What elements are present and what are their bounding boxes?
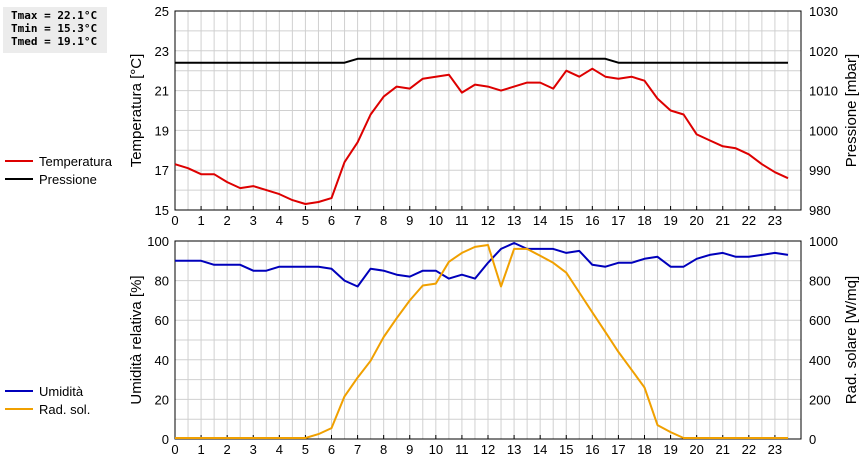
y-right-tick-label: 1030 [809, 4, 838, 19]
x-tick-label: 22 [742, 213, 756, 228]
x-tick-label: 5 [302, 442, 309, 457]
x-tick-label: 23 [768, 213, 782, 228]
y-left-tick-label: 0 [162, 432, 169, 447]
x-tick-label: 12 [481, 442, 495, 457]
x-tick-label: 1 [197, 213, 204, 228]
legend-bottom: Umidità Rad. sol. [5, 384, 90, 417]
y-left-tick-label: 21 [155, 84, 169, 99]
series-line-humidity [175, 242, 789, 288]
y-right-tick-label: 400 [809, 353, 831, 368]
x-tick-label: 3 [250, 442, 257, 457]
x-tick-label: 0 [171, 213, 178, 228]
legend-temperature-label: Temperatura [39, 154, 113, 169]
legend-humidity-label: Umidità [39, 384, 84, 399]
y-left-tick-label: 17 [155, 163, 169, 178]
x-tick-label: 10 [429, 442, 443, 457]
y-right-tick-label: 600 [809, 313, 831, 328]
y-left-tick-label: 25 [155, 4, 169, 19]
plot-frame [174, 240, 802, 440]
x-tick-label: 2 [224, 442, 231, 457]
y-right-tick-label: 1020 [809, 44, 838, 59]
legend-pressure-label: Pressione [39, 172, 97, 187]
x-tick-label: 10 [429, 213, 443, 228]
legend-radiation-label: Rad. sol. [39, 402, 90, 417]
y-right-tick-label: 980 [809, 203, 831, 218]
y-left-tick-label: 20 [155, 392, 169, 407]
legend-top: Temperatura Pressione [5, 154, 113, 187]
x-tick-label: 9 [406, 442, 413, 457]
series-line-temperature [174, 67, 789, 205]
x-tick-label: 3 [250, 213, 257, 228]
x-tick-label: 11 [455, 442, 469, 457]
y-left-tick-label: 19 [155, 123, 169, 138]
x-tick-label: 13 [507, 442, 521, 457]
x-tick-label: 15 [559, 213, 573, 228]
x-tick-label: 16 [585, 213, 599, 228]
y-right-tick-label: 1000 [809, 123, 838, 138]
x-tick-label: 8 [380, 213, 387, 228]
y-right-axis-label: Rad. solare [W/mq] [843, 276, 860, 404]
x-tick-label: 7 [354, 442, 361, 457]
x-tick-label: 22 [742, 442, 756, 457]
x-tick-label: 21 [716, 213, 730, 228]
y-left-tick-label: 100 [147, 234, 169, 249]
y-left-tick-label: 15 [155, 203, 169, 218]
x-tick-label: 8 [380, 442, 387, 457]
y-left-tick-label: 40 [155, 353, 169, 368]
y-right-axis-label: Pressione [mbar] [843, 54, 860, 167]
y-right-tick-label: 990 [809, 163, 831, 178]
x-tick-label: 1 [197, 442, 204, 457]
x-tick-label: 0 [171, 442, 178, 457]
x-tick-label: 21 [716, 442, 730, 457]
y-left-tick-label: 23 [155, 44, 169, 59]
x-tick-label: 20 [689, 442, 703, 457]
x-tick-label: 15 [559, 442, 573, 457]
x-tick-label: 13 [507, 213, 521, 228]
series-line-pressure [175, 57, 788, 64]
tmax-text: Tmax = 22.1°C [11, 9, 98, 22]
x-tick-label: 23 [768, 442, 782, 457]
y-left-tick-label: 60 [155, 313, 169, 328]
y-left-tick-label: 80 [155, 274, 169, 289]
temperature-pressure-chart: 0 1 2 3 4 5 6 7 8 9 10 11 12 13 14 15 16 17 18 19 20 21 22 2315… [128, 4, 860, 228]
x-tick-label: 2 [224, 213, 231, 228]
y-left-axis-label: Umidità relativa [%] [128, 275, 145, 404]
y-right-tick-label: 1010 [809, 84, 838, 99]
x-tick-label: 16 [585, 442, 599, 457]
x-tick-label: 14 [533, 442, 547, 457]
series-line-radiation [175, 244, 788, 439]
x-tick-label: 6 [328, 213, 335, 228]
x-tick-label: 5 [302, 213, 309, 228]
x-tick-label: 19 [663, 213, 677, 228]
x-tick-label: 17 [611, 213, 625, 228]
x-tick-label: 11 [455, 213, 469, 228]
x-tick-label: 4 [276, 213, 283, 228]
x-tick-label: 18 [637, 442, 651, 457]
y-right-tick-label: 800 [809, 274, 831, 289]
x-tick-label: 17 [611, 442, 625, 457]
y-right-tick-label: 1000 [809, 234, 838, 249]
plot-frame [174, 10, 802, 211]
x-tick-label: 20 [689, 213, 703, 228]
x-tick-label: 7 [354, 213, 361, 228]
tmin-text: Tmin = 15.3°C [11, 22, 98, 35]
x-tick-label: 6 [328, 442, 335, 457]
x-tick-label: 18 [637, 213, 651, 228]
humidity-radiation-chart: 0 1 2 3 4 5 6 7 8 9 10 11 12 13 14 15 16 17 18 19 20 21 22 230 0… [128, 234, 860, 457]
stats-box: Tmax = 22.1°C Tmin = 15.3°C Tmed = 19.1°… [3, 7, 107, 53]
x-tick-label: 14 [533, 213, 547, 228]
x-tick-label: 12 [481, 213, 495, 228]
y-right-tick-label: 0 [809, 432, 816, 447]
x-tick-label: 9 [406, 213, 413, 228]
y-right-tick-label: 200 [809, 392, 831, 407]
x-tick-label: 19 [663, 442, 677, 457]
x-tick-label: 4 [276, 442, 283, 457]
tmed-text: Tmed = 19.1°C [11, 35, 98, 48]
y-left-axis-label: Temperatura [°C] [128, 54, 145, 168]
